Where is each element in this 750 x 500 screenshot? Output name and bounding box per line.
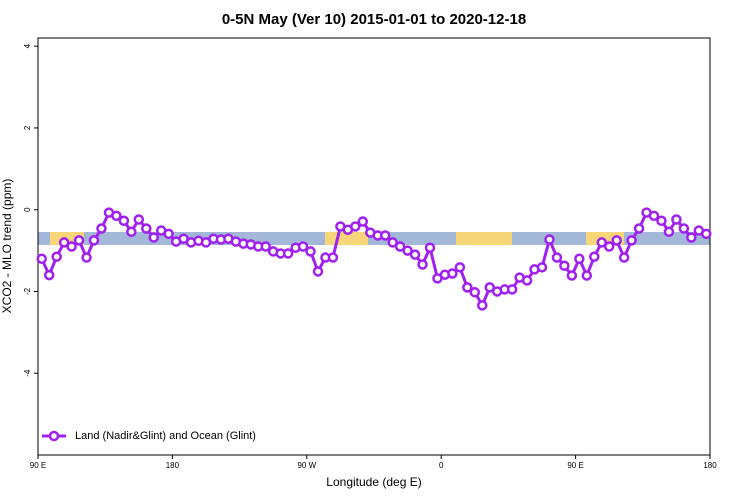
point (148, 232, 159, 243)
point (379, 230, 391, 241)
point (43, 269, 55, 281)
legend-marker (48, 430, 60, 442)
point (133, 214, 145, 225)
point (357, 216, 369, 227)
point (312, 266, 324, 277)
point (469, 287, 481, 298)
point (506, 284, 518, 295)
point (671, 214, 682, 225)
y-tick-label: -4 (23, 369, 32, 377)
y-tick-label: 0 (23, 207, 32, 212)
point (536, 262, 548, 273)
chart-title: 0-5N May (Ver 10) 2015-01-01 to 2020-12-… (222, 11, 526, 28)
point (611, 235, 622, 246)
point (350, 221, 361, 232)
point (66, 241, 77, 252)
point (417, 259, 428, 270)
point (596, 237, 607, 248)
point (327, 252, 339, 263)
point (260, 241, 271, 252)
point (603, 241, 615, 252)
point (96, 223, 107, 234)
point (454, 262, 466, 273)
point (36, 253, 47, 265)
point (424, 242, 436, 253)
point (282, 248, 294, 259)
point (58, 237, 70, 248)
land-patch (456, 232, 512, 245)
x-tick-label: 180 (166, 461, 180, 470)
point (581, 270, 593, 281)
point (387, 237, 398, 248)
point (521, 275, 533, 286)
point (409, 249, 421, 260)
x-tick-label: 180 (703, 461, 717, 470)
point (626, 235, 637, 246)
point (663, 226, 675, 238)
point (81, 252, 92, 263)
point (111, 210, 122, 222)
point (394, 241, 406, 252)
point (88, 235, 100, 246)
y-axis-label: XCO2 - MLO trend (ppm) (0, 179, 14, 314)
point (618, 252, 630, 263)
legend-label: Land (Nadir&Glint) and Ocean (Glint) (75, 430, 256, 442)
point (447, 268, 458, 279)
series-line (40, 210, 707, 309)
point (297, 241, 309, 252)
point (126, 226, 137, 238)
point (402, 245, 413, 256)
point (118, 215, 130, 226)
y-tick-label: 2 (23, 125, 32, 130)
x-tick-label: 90 E (30, 461, 46, 470)
point (678, 223, 690, 234)
point (574, 253, 585, 265)
point (462, 282, 473, 293)
point (551, 252, 563, 263)
plot-frame (37, 37, 711, 456)
y-tick-label: 4 (23, 43, 32, 48)
point (701, 228, 712, 240)
point (648, 210, 660, 222)
point (686, 232, 697, 243)
x-axis-label: Longitude (deg E) (326, 475, 421, 489)
point (305, 246, 316, 257)
x-tick-label: 90 W (297, 461, 316, 470)
point (559, 260, 570, 271)
point (163, 228, 174, 240)
point (73, 235, 85, 246)
x-tick-label: 90 E (567, 461, 583, 470)
point (51, 251, 62, 262)
x-tick-label: 0 (439, 461, 444, 470)
point (566, 270, 578, 281)
y-tick-label: -2 (23, 287, 32, 295)
point (484, 282, 495, 293)
point (141, 223, 152, 234)
point (633, 223, 645, 234)
point (589, 251, 600, 262)
point (656, 215, 667, 226)
point (477, 300, 488, 311)
point (544, 234, 555, 245)
